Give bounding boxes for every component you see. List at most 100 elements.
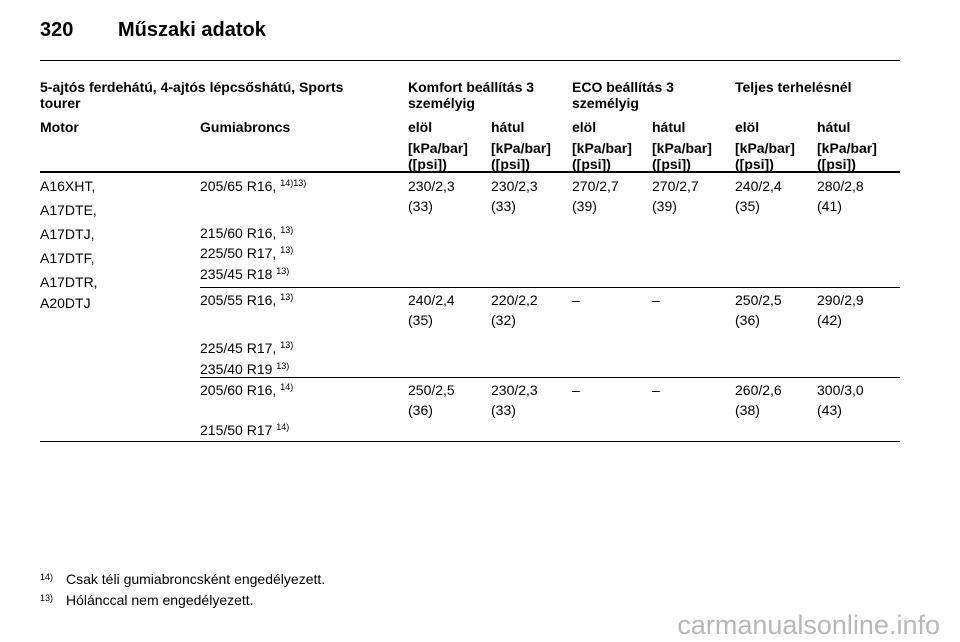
footnote-ref: 13) xyxy=(280,225,294,235)
unit-header: ([psi]) xyxy=(408,156,447,172)
pressure-value: (39) xyxy=(572,198,597,214)
tire-size-text: 235/40 R19 xyxy=(200,361,273,377)
group-header: 5-ajtós ferdehátú, 4-ajtós lépcsőshátú, … xyxy=(40,79,344,111)
watermark: carmanualsonline.info xyxy=(677,610,940,640)
unit-header: [kPa/bar] xyxy=(408,140,468,156)
pressure-value: 260/2,6 xyxy=(735,382,782,398)
pressure-value: 250/2,5 xyxy=(408,382,455,398)
unit-header: [kPa/bar] xyxy=(491,140,551,156)
pressure-value: 270/2,7 xyxy=(572,178,619,194)
table-bottom-rule xyxy=(40,441,900,442)
tire-size: 205/55 R16, 13) xyxy=(200,292,293,308)
tire-size-text: 225/45 R17, xyxy=(200,340,277,356)
pressure-value: – xyxy=(652,292,660,308)
footnote-mark: 14) xyxy=(40,572,54,582)
pressure-value: (33) xyxy=(408,198,433,214)
pressure-value: (33) xyxy=(491,198,516,214)
pressure-value: (39) xyxy=(652,198,677,214)
tire-size: 205/60 R16, 14) xyxy=(200,382,293,398)
unit-header: ([psi]) xyxy=(817,156,856,172)
pressure-value: – xyxy=(572,292,580,308)
tire-size: 225/50 R17, 13) xyxy=(200,245,293,261)
tire-size: 215/50 R17 14) xyxy=(200,422,289,438)
tire-size: 205/65 R16, 14)13) xyxy=(200,178,306,194)
pressure-value: (38) xyxy=(735,402,760,418)
tire-size-text: 205/60 R16, xyxy=(200,382,277,398)
pressure-value: (35) xyxy=(408,312,433,328)
page-title: Műszaki adatok xyxy=(118,19,266,41)
group-header: Teljes terhelésnél xyxy=(735,79,852,95)
header-rule xyxy=(40,60,900,61)
pressure-value: 230/2,3 xyxy=(491,382,538,398)
tire-size-text: 205/55 R16, xyxy=(200,292,277,308)
tire-size: 235/45 R18 13) xyxy=(200,266,289,282)
tire-size: 235/40 R19 13) xyxy=(200,361,289,377)
pressure-value: – xyxy=(652,382,660,398)
unit-header: [kPa/bar] xyxy=(572,140,632,156)
group-rule xyxy=(200,287,900,288)
column-header: elöl xyxy=(408,119,433,135)
unit-header: ([psi]) xyxy=(652,156,691,172)
footnote-mark: 13) xyxy=(40,593,54,603)
pressure-value: 280/2,8 xyxy=(817,178,864,194)
table-header-rule xyxy=(40,171,900,173)
column-header: hátul xyxy=(817,119,851,135)
motor: A17DTJ, xyxy=(40,226,95,242)
tire-size: 225/45 R17, 13) xyxy=(200,340,293,356)
pressure-value: 220/2,2 xyxy=(491,292,538,308)
pressure-value: – xyxy=(572,382,580,398)
group-header: ECO beállítás 3 személyig xyxy=(572,79,674,111)
motor: A17DTF, xyxy=(40,250,95,266)
footnote-ref: 14)13) xyxy=(280,178,307,188)
footnote-ref: 13) xyxy=(280,340,294,350)
pressure-value: (42) xyxy=(817,312,842,328)
motor: A17DTE, xyxy=(40,202,97,218)
unit-header: [kPa/bar] xyxy=(735,140,795,156)
pressure-value: 230/2,3 xyxy=(491,178,538,194)
pressure-value: 240/2,4 xyxy=(735,178,782,194)
tire-size-text: 235/45 R18 xyxy=(200,266,273,282)
footnote-ref: 13) xyxy=(280,245,294,255)
footnote-text: Csak téli gumiabroncsként engedélyezett. xyxy=(66,571,326,587)
motor: A20DTJ xyxy=(40,295,91,311)
group-rule xyxy=(200,377,900,378)
group-header: Komfort beállítás 3 személyig xyxy=(408,79,535,111)
page-number: 320 xyxy=(40,19,74,41)
motor: A16XHT, xyxy=(40,178,96,194)
footnote-ref: 13) xyxy=(280,292,294,302)
column-header: elöl xyxy=(735,119,760,135)
column-header: Gumiabroncs xyxy=(200,119,291,135)
footnote-ref: 14) xyxy=(276,422,290,432)
unit-header: [kPa/bar] xyxy=(652,140,712,156)
pressure-value: (36) xyxy=(408,402,433,418)
column-header: hátul xyxy=(491,119,525,135)
pressure-value: 300/3,0 xyxy=(817,382,864,398)
pressure-value: 270/2,7 xyxy=(652,178,699,194)
pressure-value: 230/2,3 xyxy=(408,178,455,194)
unit-header: ([psi]) xyxy=(572,156,611,172)
tire-size-text: 225/50 R17, xyxy=(200,245,277,261)
footnote-ref: 14) xyxy=(280,382,294,392)
tire-size-text: 215/50 R17 xyxy=(200,422,273,438)
column-header: hátul xyxy=(652,119,686,135)
column-header: elöl xyxy=(572,119,597,135)
pressure-value: (33) xyxy=(491,402,516,418)
pressure-value: (43) xyxy=(817,402,842,418)
unit-header: ([psi]) xyxy=(735,156,774,172)
pressure-value: 290/2,9 xyxy=(817,292,864,308)
pressure-value: (32) xyxy=(491,312,516,328)
footnote-text: Hólánccal nem engedélyezett. xyxy=(66,592,254,608)
tire-size-text: 205/65 R16, xyxy=(200,178,277,194)
pressure-value: 250/2,5 xyxy=(735,292,782,308)
unit-header: [kPa/bar] xyxy=(817,140,877,156)
motor: A17DTR, xyxy=(40,274,98,290)
tire-size: 215/60 R16, 13) xyxy=(200,225,293,241)
pressure-value: (35) xyxy=(735,198,760,214)
column-header: Motor xyxy=(40,119,79,135)
pressure-value: 240/2,4 xyxy=(408,292,455,308)
footnote-ref: 13) xyxy=(276,266,290,276)
pressure-value: (36) xyxy=(735,312,760,328)
unit-header: ([psi]) xyxy=(491,156,530,172)
footnote-ref: 13) xyxy=(276,361,290,371)
